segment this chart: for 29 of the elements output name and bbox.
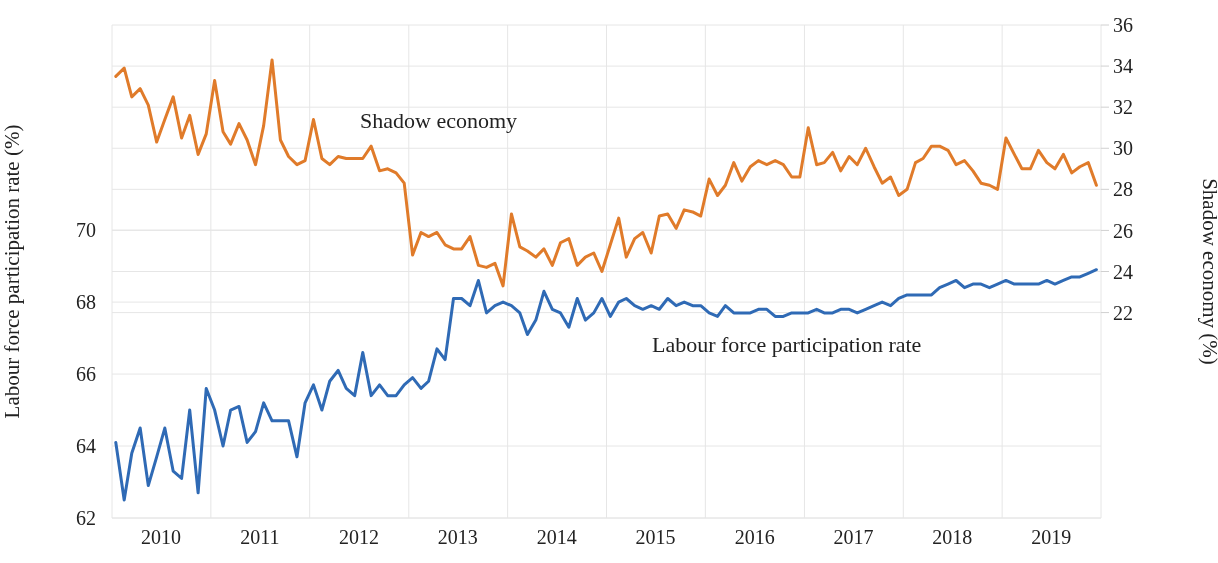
series-label: Labour force participation rate	[652, 332, 922, 358]
y2-tick-label: 26	[1113, 219, 1133, 242]
y2-tick-label: 36	[1113, 14, 1133, 37]
y2-tick-label: 30	[1113, 137, 1133, 160]
y-tick-label: 62	[76, 507, 96, 530]
y-tick-label: 70	[76, 219, 96, 242]
series-label: Shadow economy	[360, 108, 518, 134]
line-series	[114, 268, 1098, 502]
y2-tick-label: 22	[1113, 301, 1133, 324]
y-tick-label: 66	[76, 363, 96, 386]
x-tick-label: 2010	[141, 526, 182, 549]
y2-tick-label: 32	[1113, 96, 1133, 119]
x-tick-label: 2011	[240, 526, 280, 549]
x-tick-label: 2018	[932, 526, 973, 549]
y2-tick-label: 28	[1113, 178, 1133, 201]
x-tick-label: 2019	[1031, 526, 1072, 549]
x-tick-label: 2014	[536, 526, 577, 549]
y-axis-title: Labour force participation rate (%)	[0, 124, 25, 419]
y2-tick-label: 34	[1113, 55, 1133, 78]
y-tick-label: 64	[76, 435, 96, 458]
y2-tick-label: 24	[1113, 260, 1133, 283]
line-series	[114, 58, 1098, 288]
y-tick-label: 68	[76, 291, 96, 314]
x-tick-label: 2017	[833, 526, 874, 549]
x-tick-label: 2013	[437, 526, 478, 549]
x-tick-label: 2016	[734, 526, 775, 549]
x-tick-label: 2012	[338, 526, 379, 549]
y2-axis-title: Shadow economy (%)	[1197, 178, 1218, 365]
x-tick-label: 2015	[635, 526, 676, 549]
